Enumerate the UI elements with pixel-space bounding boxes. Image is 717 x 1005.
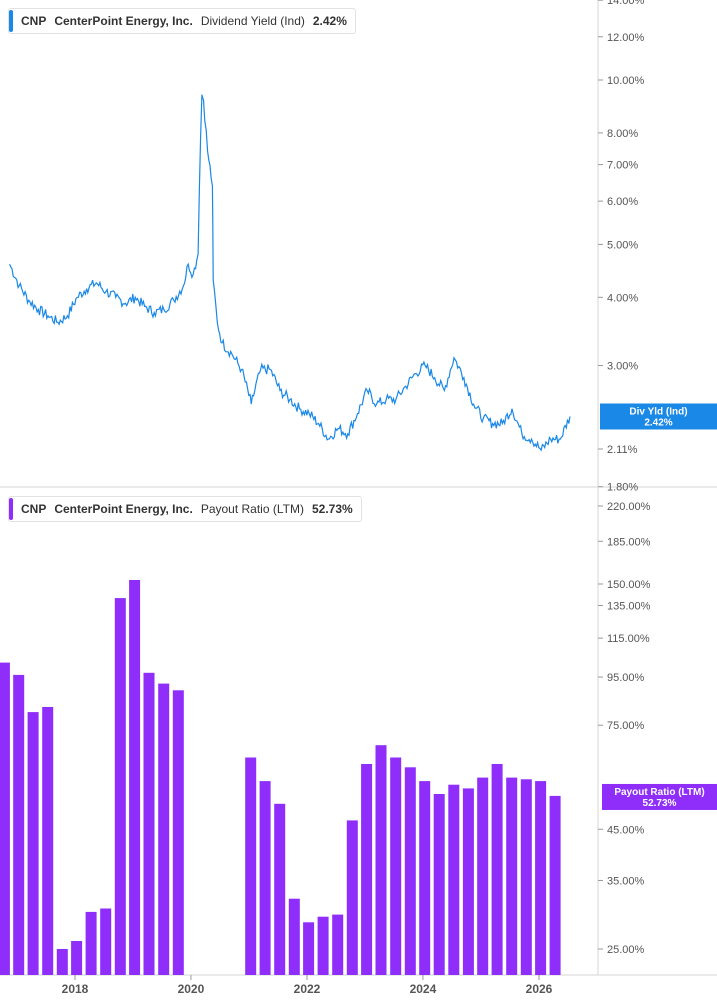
- payout-bar: [27, 712, 39, 975]
- payout-bar: [303, 922, 315, 975]
- payout-bar: [419, 781, 431, 975]
- payout-y-tick-label: 135.00%: [607, 600, 651, 612]
- payout-legend-company: CenterPoint Energy, Inc.: [54, 502, 193, 516]
- yield-swatch: [9, 10, 13, 32]
- yield-legend-company: CenterPoint Energy, Inc.: [54, 14, 193, 28]
- yield-y-tick-label: 14.00%: [607, 0, 645, 7]
- payout-bar: [535, 781, 547, 975]
- payout-bar: [158, 683, 170, 975]
- payout-legend: CNP CenterPoint Energy, Inc. Payout Rati…: [8, 496, 362, 522]
- payout-bar: [361, 764, 373, 975]
- payout-bar: [404, 767, 416, 975]
- payout-bar: [520, 779, 532, 975]
- payout-bar: [477, 777, 489, 975]
- payout-tag-bg: [602, 783, 717, 810]
- payout-bar: [0, 662, 10, 975]
- x-tick-label: 2018: [62, 982, 89, 996]
- payout-bar: [13, 674, 25, 975]
- payout-bar: [172, 690, 184, 975]
- payout-bar: [288, 898, 300, 975]
- payout-bar: [143, 672, 155, 975]
- payout-y-tick-label: 35.00%: [607, 875, 645, 887]
- yield-y-tick-label: 7.00%: [607, 160, 638, 172]
- yield-legend: CNP CenterPoint Energy, Inc. Dividend Yi…: [8, 8, 356, 34]
- payout-bar: [346, 820, 358, 975]
- yield-tag-bg: [600, 403, 717, 430]
- payout-bars: [0, 580, 561, 975]
- yield-y-tick-label: 5.00%: [607, 239, 638, 251]
- payout-y-axis: 220.00% 185.00% 150.00% 135.00% 115.00% 95.00…: [598, 501, 651, 956]
- payout-bar: [85, 911, 97, 975]
- payout-bar: [332, 914, 344, 975]
- payout-bar: [100, 908, 112, 975]
- payout-bar: [491, 764, 503, 975]
- yield-y-tick-label: 1.80%: [607, 482, 638, 494]
- payout-y-tick-label: 220.00%: [607, 501, 651, 513]
- x-tick-label: 2022: [294, 982, 321, 996]
- payout-bar: [56, 949, 68, 975]
- payout-y-tick-label: 185.00%: [607, 536, 651, 548]
- payout-tag-value: 52.73%: [643, 798, 677, 809]
- payout-swatch: [9, 498, 13, 520]
- yield-y-tick-label: 8.00%: [607, 128, 638, 140]
- payout-bar: [274, 803, 286, 975]
- payout-bar: [390, 757, 402, 975]
- yield-y-tick-label: 10.00%: [607, 75, 645, 87]
- yield-y-tick-label: 2.11%: [607, 444, 638, 456]
- payout-bar: [259, 781, 271, 975]
- payout-bar: [42, 707, 54, 975]
- x-axis: 2018 2020 2022 2024 2026: [62, 975, 553, 996]
- payout-bar: [433, 794, 445, 975]
- payout-bar: [375, 745, 387, 975]
- yield-legend-ticker: CNP: [21, 14, 47, 28]
- payout-y-tick-label: 75.00%: [607, 720, 645, 732]
- payout-bar: [506, 777, 518, 975]
- payout-y-tick-label: 115.00%: [607, 633, 650, 645]
- payout-bar: [129, 580, 141, 975]
- payout-bar: [448, 784, 460, 975]
- payout-bar: [245, 757, 257, 975]
- payout-legend-metric: Payout Ratio (LTM): [200, 502, 304, 516]
- payout-y-tick-label: 95.00%: [607, 672, 645, 684]
- payout-legend-ticker: CNP: [21, 502, 47, 516]
- x-tick-label: 2026: [526, 982, 553, 996]
- yield-line: [9, 94, 571, 452]
- yield-y-tick-label: 3.00%: [607, 361, 638, 373]
- yield-y-axis: 14.00% 12.00% 10.00% 8.00% 7.00% 6.00% 5.00% 4.…: [598, 0, 645, 494]
- yield-y-tick-label: 6.00%: [607, 196, 638, 208]
- payout-bar: [71, 941, 83, 975]
- yield-legend-value: 2.42%: [312, 14, 347, 28]
- yield-y-tick-label: 12.00%: [607, 32, 645, 44]
- yield-y-tick-label: 4.00%: [607, 292, 638, 304]
- payout-y-tick-label: 25.00%: [607, 944, 645, 956]
- payout-tag-title: Payout Ratio (LTM): [614, 787, 704, 798]
- payout-bar: [549, 795, 561, 975]
- yield-legend-metric: Dividend Yield (Ind): [200, 14, 305, 28]
- payout-legend-value: 52.73%: [311, 502, 353, 516]
- last-value-tags: Div Yld (Ind)2.42% Payout Ratio (LTM)52.7…: [600, 403, 717, 810]
- payout-y-tick-label: 45.00%: [607, 824, 645, 836]
- x-tick-label: 2020: [178, 982, 205, 996]
- payout-bar: [462, 788, 474, 975]
- payout-bar: [317, 916, 329, 975]
- x-tick-label: 2024: [410, 982, 437, 996]
- payout-bar: [114, 598, 126, 975]
- payout-y-tick-label: 150.00%: [607, 579, 651, 591]
- yield-tag-title: Div Yld (Ind): [629, 406, 687, 417]
- yield-tag-value: 2.42%: [644, 417, 672, 428]
